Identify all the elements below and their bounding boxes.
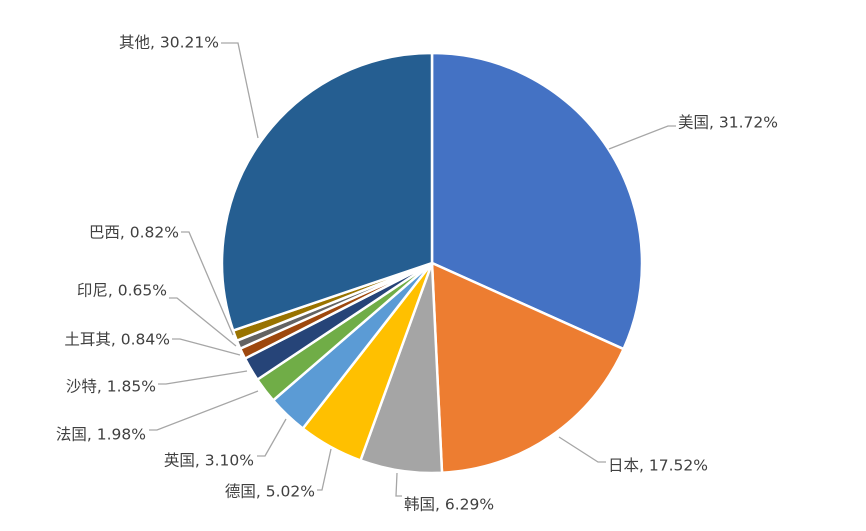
data-label-1: 美国, 31.72% — [678, 114, 778, 132]
data-label-6: 法国, 1.98% — [56, 426, 146, 444]
leader-line-2 — [558, 436, 606, 463]
data-label-2: 日本, 17.52% — [608, 457, 708, 475]
leader-line-8 — [172, 338, 241, 356]
pie-slice-1 — [430, 51, 644, 351]
leader-line-1 — [608, 125, 676, 150]
data-label-5: 英国, 3.10% — [164, 452, 254, 470]
leader-line-7 — [158, 370, 248, 385]
data-label-3: 韩国, 6.29% — [404, 496, 494, 514]
data-label-8: 土耳其, 0.84% — [64, 331, 170, 349]
data-label-10: 巴西, 0.82% — [89, 224, 179, 242]
data-label-7: 沙特, 1.85% — [66, 378, 156, 396]
pie-slices — [220, 51, 644, 475]
data-label-4: 德国, 5.02% — [225, 483, 315, 501]
leader-line-5 — [257, 418, 287, 457]
data-labels: 美国, 31.72% 日本, 17.52% 韩国, 6.29% 德国, 5.02% 英国… — [56, 34, 778, 514]
pie-slice-11 — [220, 51, 434, 333]
leader-line-9 — [169, 297, 237, 347]
leader-line-6 — [149, 390, 259, 431]
leader-line-11 — [221, 42, 259, 139]
pie-slice-2 — [430, 261, 626, 475]
leader-line-4 — [317, 448, 332, 491]
data-label-11: 其他, 30.21% — [119, 34, 219, 52]
leader-line-10 — [181, 231, 234, 336]
data-label-9: 印尼, 0.65% — [77, 282, 167, 300]
leader-lines — [149, 42, 676, 497]
leader-line-3 — [395, 472, 402, 497]
